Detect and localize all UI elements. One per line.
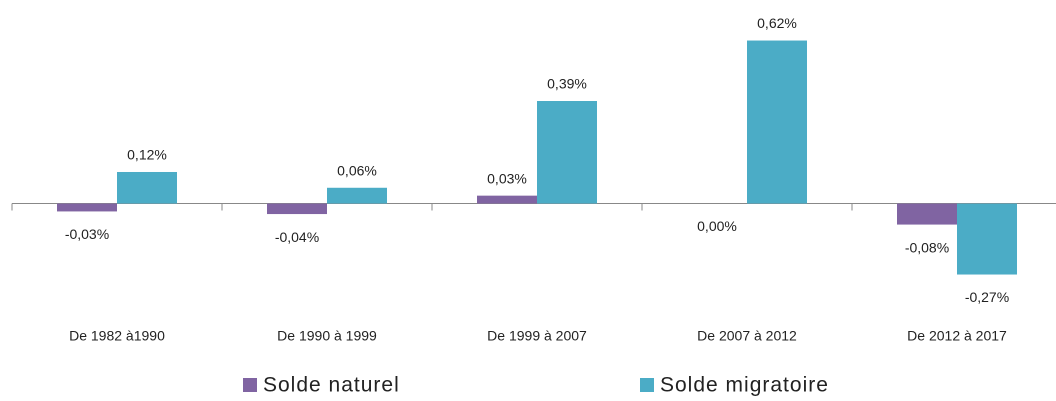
bar	[57, 203, 117, 212]
bar	[117, 171, 177, 204]
x-tick-label: De 2007 à 2012	[697, 328, 797, 344]
x-tick-label: De 1982 à1990	[69, 328, 165, 344]
bar	[327, 187, 387, 204]
data-label: -0,08%	[905, 239, 949, 255]
data-label: -0,27%	[965, 289, 1009, 305]
bar	[747, 40, 807, 204]
x-tick-label: De 1999 à 2007	[487, 328, 587, 344]
legend-label: Solde naturel	[263, 374, 400, 397]
data-label: 0,03%	[487, 170, 527, 186]
bar	[267, 203, 327, 215]
data-label: 0,62%	[757, 15, 797, 31]
legend-label: Solde migratoire	[660, 374, 829, 397]
bar	[537, 101, 597, 204]
data-label: -0,04%	[275, 229, 319, 245]
bar	[897, 203, 957, 225]
x-tick-label: De 1990 à 1999	[277, 328, 377, 344]
bar	[957, 203, 1017, 275]
data-label: 0,39%	[547, 76, 587, 92]
data-label: -0,03%	[65, 226, 109, 242]
x-tick-label: De 2012 à 2017	[907, 328, 1007, 344]
bar	[477, 195, 537, 204]
legend-swatch	[640, 378, 654, 392]
data-label: 0,06%	[337, 162, 377, 178]
data-label: 0,12%	[127, 147, 167, 163]
legend-swatch	[243, 378, 257, 392]
data-label: 0,00%	[697, 218, 737, 234]
